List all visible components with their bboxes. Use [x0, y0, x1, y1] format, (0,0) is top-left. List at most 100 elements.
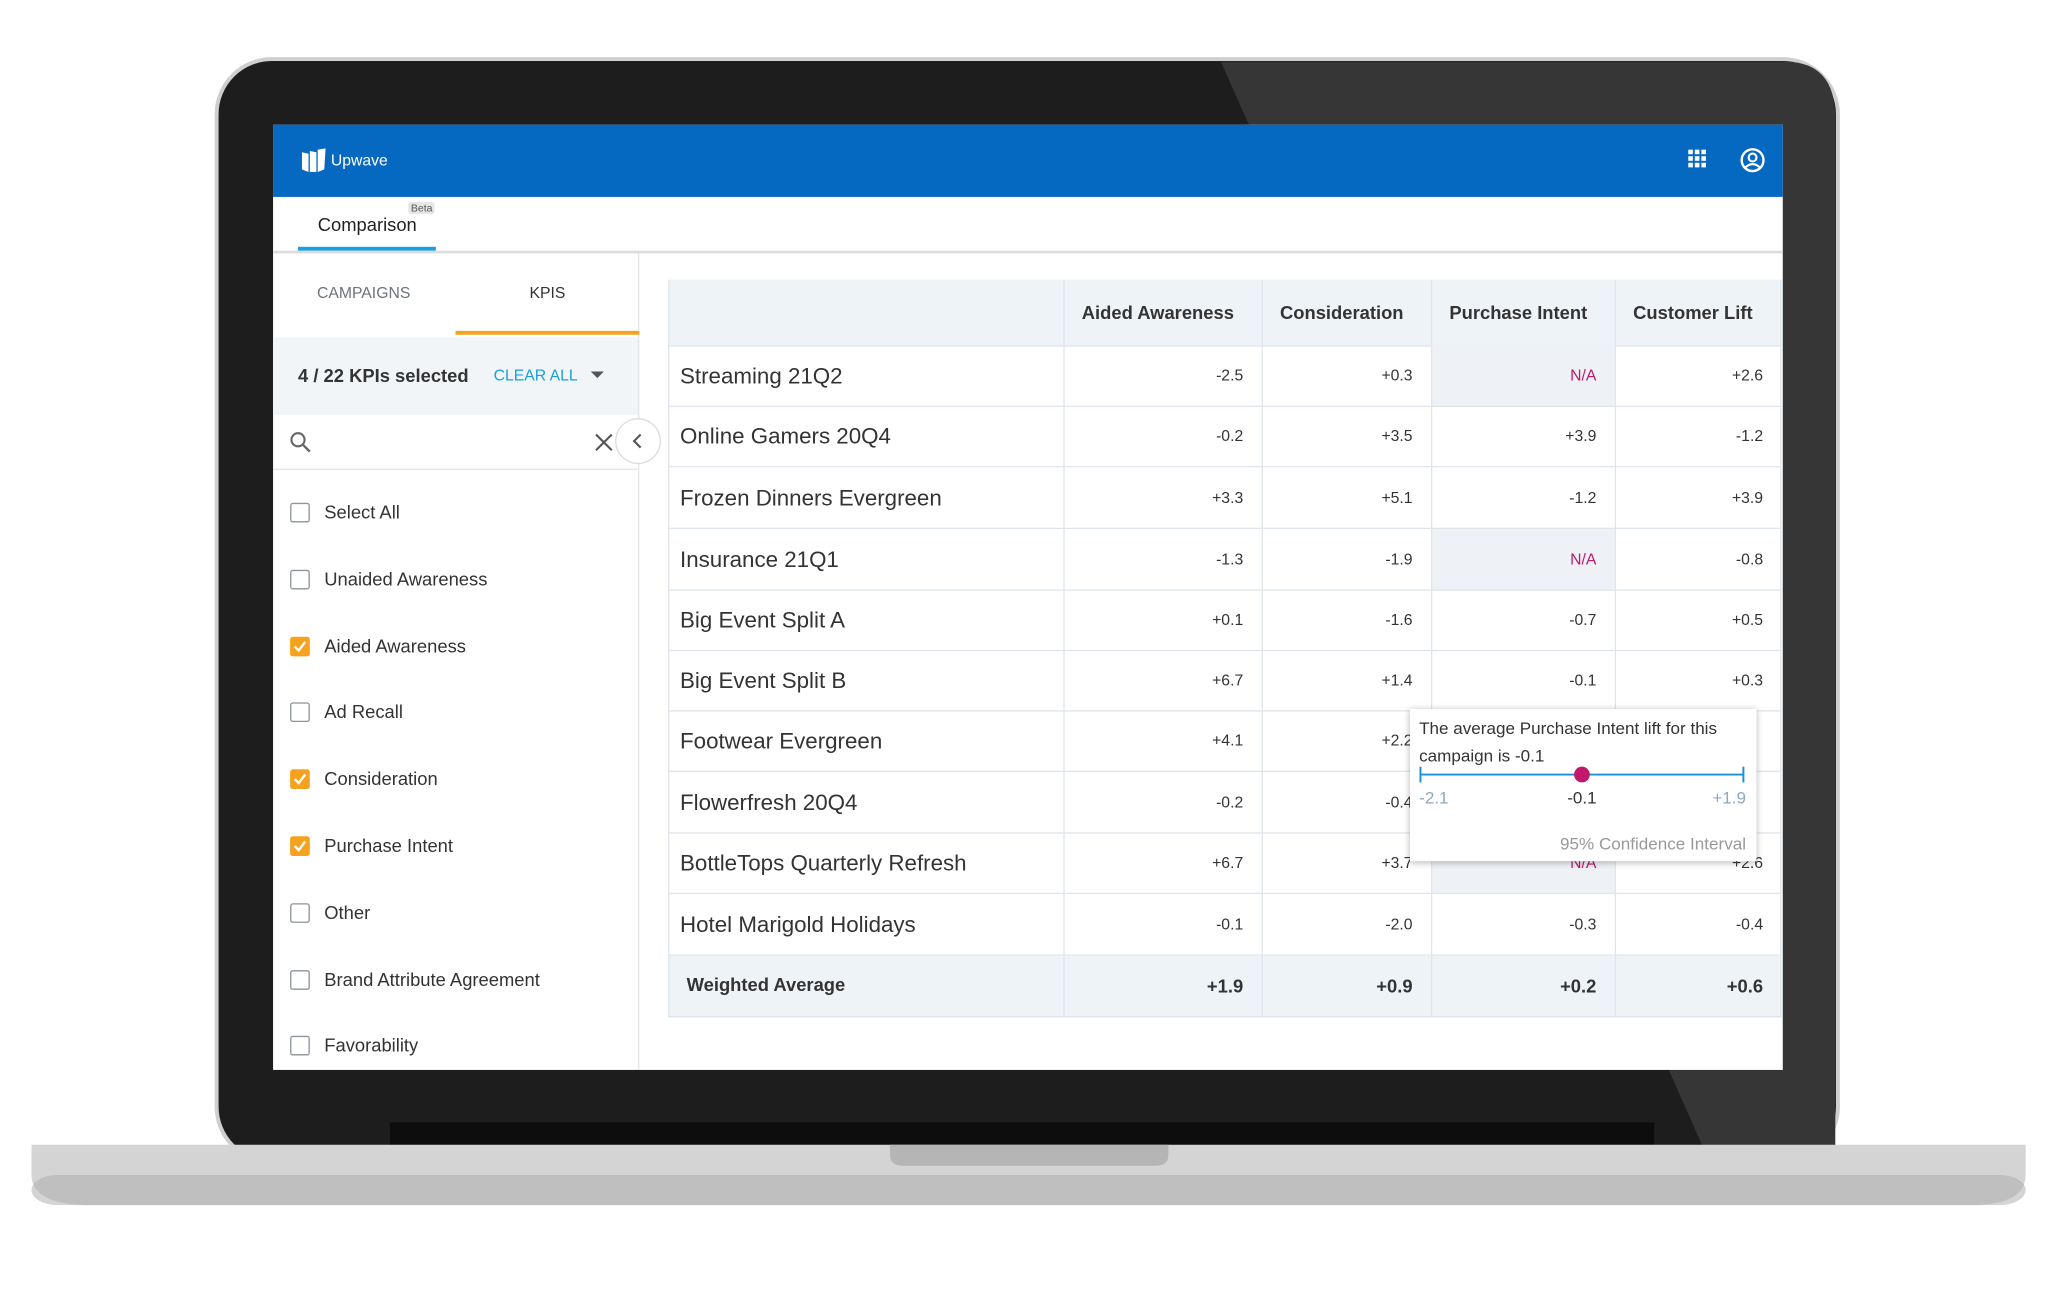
ci-min: -2.1 — [1419, 787, 1449, 808]
ci-caption: 95% Confidence Interval — [1560, 833, 1747, 854]
value-cell: -0.7 — [1569, 610, 1597, 629]
value-cell: -1.3 — [1216, 549, 1244, 568]
kpi-label[interactable]: Unaided Awareness — [324, 568, 488, 590]
checkbox[interactable] — [290, 502, 310, 523]
row-border — [668, 832, 1782, 834]
value-cell: +2.2 — [1381, 731, 1413, 750]
checkbox[interactable] — [290, 636, 310, 656]
value-cell: +3.5 — [1381, 426, 1413, 446]
campaign-name: Online Gamers 20Q4 — [680, 424, 891, 449]
campaign-name: Big Event Split B — [680, 668, 847, 694]
checkbox[interactable] — [290, 902, 310, 923]
app-header — [273, 124, 1783, 197]
value-cell: -1.2 — [1735, 426, 1764, 446]
kpi-label[interactable]: Consideration — [324, 768, 438, 790]
table-header — [668, 279, 1782, 347]
value-cell: -0.4 — [1385, 792, 1413, 811]
na-cell — [1430, 345, 1615, 407]
value-cell: +6.7 — [1212, 853, 1244, 872]
checkbox[interactable] — [290, 769, 310, 790]
clear-all[interactable]: CLEAR ALL — [493, 366, 578, 385]
value-cell: N/A — [1570, 365, 1597, 384]
ci-point: -0.1 — [1567, 787, 1597, 808]
apps-icon[interactable] — [1687, 148, 1708, 169]
value-cell: -1.2 — [1569, 487, 1597, 507]
selection-bar — [273, 337, 639, 415]
kpi-label[interactable]: Brand Attribute Agreement — [324, 968, 540, 990]
average-label: Weighted Average — [686, 973, 846, 995]
checkbox[interactable] — [290, 569, 310, 590]
value-cell: +0.3 — [1731, 670, 1764, 690]
row-border — [668, 770, 1782, 772]
selected-count: 4 / 22 KPIs selected — [298, 364, 469, 386]
value-cell: +5.1 — [1381, 487, 1413, 507]
checkbox[interactable] — [290, 702, 310, 723]
row-border — [668, 710, 1782, 712]
row-border — [668, 892, 1782, 895]
divider — [273, 250, 1783, 254]
campaign-name: Flowerfresh 20Q4 — [680, 789, 858, 815]
kpi-label[interactable]: Favorability — [324, 1034, 419, 1057]
value-cell: -0.4 — [1735, 914, 1764, 933]
brand: Upwave — [330, 150, 388, 170]
column-border — [1430, 279, 1433, 1018]
average-value: +0.2 — [1560, 974, 1597, 996]
row-border — [668, 527, 1782, 530]
checkbox[interactable] — [290, 836, 310, 856]
ci-max: +1.9 — [1712, 787, 1747, 808]
value-cell: +3.9 — [1731, 487, 1764, 507]
kpi-label[interactable]: Purchase Intent — [324, 834, 453, 856]
tab-comparison[interactable]: Comparison — [317, 213, 417, 235]
checkbox[interactable] — [290, 1036, 310, 1057]
column-header: Consideration — [1279, 301, 1404, 323]
clear-search[interactable] — [593, 432, 614, 453]
campaign-name: Streaming 21Q2 — [680, 362, 843, 388]
search-icon — [290, 432, 311, 453]
checkbox[interactable] — [290, 969, 310, 990]
average-value: +0.6 — [1726, 974, 1764, 996]
collapse-button[interactable] — [613, 416, 666, 469]
column-border — [668, 279, 670, 1018]
tab-campaigns[interactable]: CAMPAIGNS — [316, 283, 411, 302]
tab-underline — [298, 246, 436, 251]
tooltip: The average Purchase Intent lift for thi… — [1409, 708, 1757, 862]
kpi-label[interactable]: Select All — [324, 501, 400, 523]
row-border — [668, 649, 1782, 652]
row-border — [668, 405, 1782, 407]
dropdown-caret[interactable] — [589, 370, 605, 381]
column-border — [1261, 279, 1263, 1018]
tab-underline — [455, 330, 640, 335]
value-cell: +2.6 — [1731, 365, 1764, 384]
comparison-table: Aided Awareness Consideration Purchase Int… — [668, 279, 1782, 1018]
campaign-name: Footwear Evergreen — [680, 728, 883, 754]
kpi-label[interactable]: Other — [324, 901, 371, 923]
value-cell: +0.1 — [1212, 610, 1244, 629]
value-cell: -2.5 — [1216, 365, 1244, 384]
average-row — [668, 955, 1782, 1018]
column-border — [1063, 279, 1065, 1018]
account-icon[interactable] — [1739, 147, 1765, 173]
value-cell: -0.1 — [1216, 914, 1244, 933]
value-cell: -0.3 — [1569, 914, 1597, 933]
row-border — [668, 954, 1782, 956]
value-cell: -1.6 — [1385, 610, 1413, 629]
confidence-interval — [1419, 766, 1745, 783]
average-value: +1.9 — [1206, 974, 1244, 996]
tab-kpis[interactable]: KPIS — [529, 283, 566, 302]
kpi-label[interactable]: Aided Awareness — [324, 634, 466, 656]
campaign-name: Big Event Split A — [680, 607, 846, 633]
value-cell: +3.3 — [1212, 487, 1244, 507]
kpi-label[interactable]: Ad Recall — [324, 701, 403, 723]
value-cell: -0.2 — [1216, 426, 1244, 446]
value-cell: +0.3 — [1381, 365, 1413, 384]
column-header: Aided Awareness — [1081, 301, 1234, 323]
search-border — [273, 468, 639, 470]
column-border — [1614, 279, 1617, 1018]
check-mark — [293, 840, 307, 852]
column-border — [1780, 279, 1782, 1018]
campaign-name: BottleTops Quarterly Refresh — [680, 850, 967, 876]
value-cell: +6.7 — [1212, 670, 1244, 690]
value-cell: +0.5 — [1731, 610, 1764, 629]
